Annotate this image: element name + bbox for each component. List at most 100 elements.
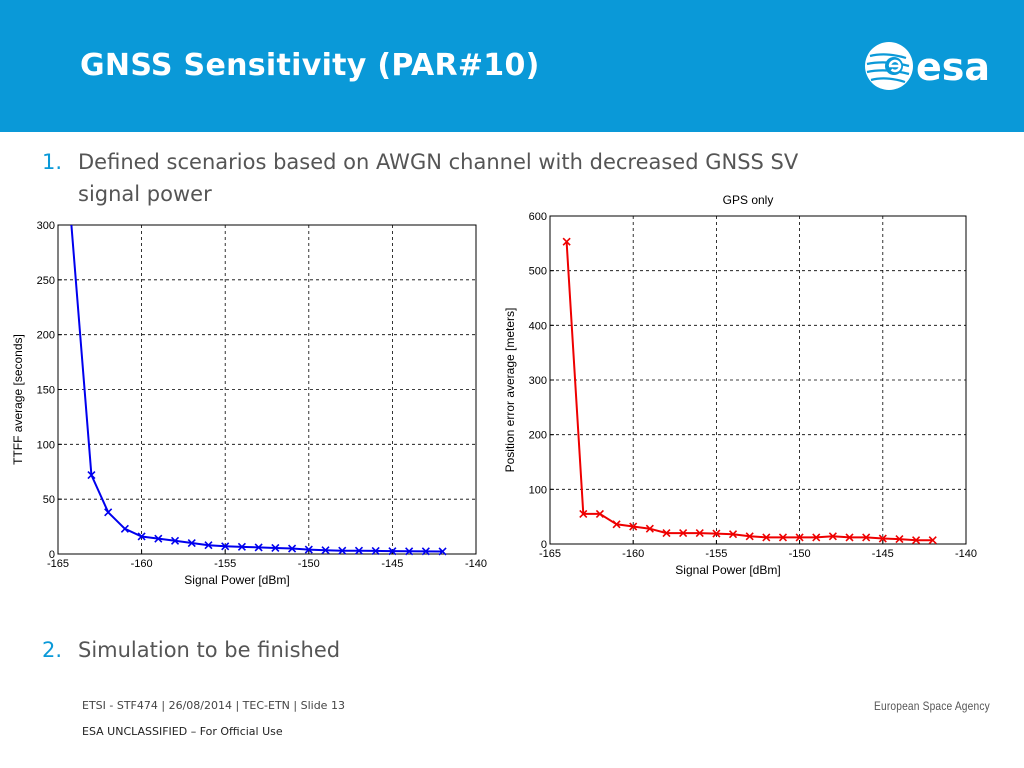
marker-stroke [237, 542, 246, 551]
data-point [120, 524, 129, 533]
x-tick-label: -150 [298, 558, 320, 570]
marker-stroke [321, 546, 330, 555]
marker-stroke [912, 536, 921, 545]
chart-title: GPS only [723, 193, 774, 207]
marker-stroke [405, 547, 414, 556]
marker-stroke [595, 509, 604, 518]
data-point [354, 546, 364, 555]
data-point [595, 509, 604, 518]
marker-stroke [878, 534, 887, 543]
x-axis-label: Signal Power [dBm] [675, 563, 780, 577]
footer-agency: European Space Agency [874, 699, 990, 713]
marker-stroke [371, 546, 380, 555]
data-point [170, 536, 180, 545]
data-point [662, 529, 671, 538]
y-tick-label: 100 [529, 484, 547, 496]
data-point [237, 542, 246, 551]
y-tick-label: 200 [529, 430, 547, 442]
marker-stroke [862, 533, 871, 542]
data-point [421, 547, 430, 556]
marker-stroke [712, 529, 721, 538]
marker-stroke [562, 237, 571, 246]
bullet-text-line: Defined scenarios based on AWGN channel … [78, 150, 799, 174]
data-point [712, 529, 721, 538]
ttff-chart: -165 -160 -155 -150 -145 -140 0 50 100 150 200 250 3… [11, 220, 487, 587]
data-point [338, 546, 347, 555]
data-point [695, 529, 704, 538]
esa-logo: esa [865, 42, 990, 90]
footer-info: ETSI - STF474 | 26/08/2014 | TEC-ETN | S… [82, 699, 345, 712]
data-point [795, 533, 804, 542]
x-tick-label: -140 [955, 548, 977, 560]
data-point [895, 535, 904, 544]
marker-stroke [662, 529, 671, 538]
y-tick-label: 300 [529, 375, 547, 387]
x-tick-label: -160 [622, 548, 644, 560]
marker-stroke [728, 530, 738, 539]
marker-stroke [629, 522, 638, 531]
marker-stroke [828, 532, 837, 541]
data-point [321, 546, 330, 555]
data-point [762, 533, 771, 542]
bullet-number: 1. [42, 150, 63, 174]
plot-area [550, 216, 966, 544]
bullet-1: 1. Defined scenarios based on AWGN channe… [42, 146, 798, 210]
marker-stroke [137, 532, 146, 541]
marker-stroke [762, 533, 771, 542]
data-point [728, 530, 738, 539]
marker-stroke [304, 545, 313, 554]
x-tick-label: -155 [214, 558, 236, 570]
data-point [154, 534, 163, 543]
x-tick-label: -140 [465, 558, 487, 570]
marker-stroke [812, 533, 821, 542]
data-point [778, 533, 788, 542]
data-point [137, 532, 146, 541]
marker-stroke [254, 543, 263, 552]
data-point [304, 545, 313, 554]
data-point [878, 534, 887, 543]
data-point [928, 536, 937, 545]
data-point [812, 533, 821, 542]
marker-stroke [170, 536, 180, 545]
x-tick-label: -150 [789, 548, 811, 560]
data-point [405, 547, 414, 556]
y-tick-label: 0 [49, 549, 55, 561]
x-tick-label: -145 [872, 548, 894, 560]
marker-stroke [288, 544, 297, 553]
marker-stroke [354, 546, 364, 555]
data-point [912, 536, 921, 545]
marker-stroke [695, 529, 704, 538]
x-axis-label: Signal Power [dBm] [184, 573, 289, 587]
data-point [679, 529, 688, 538]
marker-stroke [204, 541, 213, 550]
data-point [254, 543, 263, 552]
marker-stroke [338, 546, 347, 555]
data-point [187, 538, 196, 548]
data-point [629, 522, 638, 531]
x-tick-label: -155 [705, 548, 727, 560]
data-point [645, 524, 654, 533]
marker-stroke [845, 533, 854, 542]
marker-stroke [120, 524, 129, 533]
data-point [204, 541, 213, 550]
data-point [288, 544, 297, 553]
marker-stroke [87, 470, 96, 480]
x-tick-label: -165 [539, 548, 561, 560]
y-tick-label: 0 [541, 539, 547, 551]
y-tick-label: 400 [529, 320, 547, 332]
bullet-2: 2. Simulation to be finished [42, 634, 340, 666]
marker-stroke [579, 509, 588, 518]
y-tick-label: 600 [529, 211, 547, 223]
y-tick-label: 500 [529, 266, 547, 278]
marker-stroke [679, 529, 688, 538]
data-point [271, 543, 280, 553]
marker-stroke [778, 533, 788, 542]
bullet-number: 2. [42, 638, 63, 662]
marker-stroke [612, 520, 621, 529]
x-tick-label: -160 [131, 558, 153, 570]
footer-classification: ESA UNCLASSIFIED – For Official Use [82, 725, 283, 738]
data-point [828, 532, 837, 541]
marker-stroke [104, 508, 113, 517]
data-point [612, 520, 621, 529]
data-point [562, 237, 571, 246]
